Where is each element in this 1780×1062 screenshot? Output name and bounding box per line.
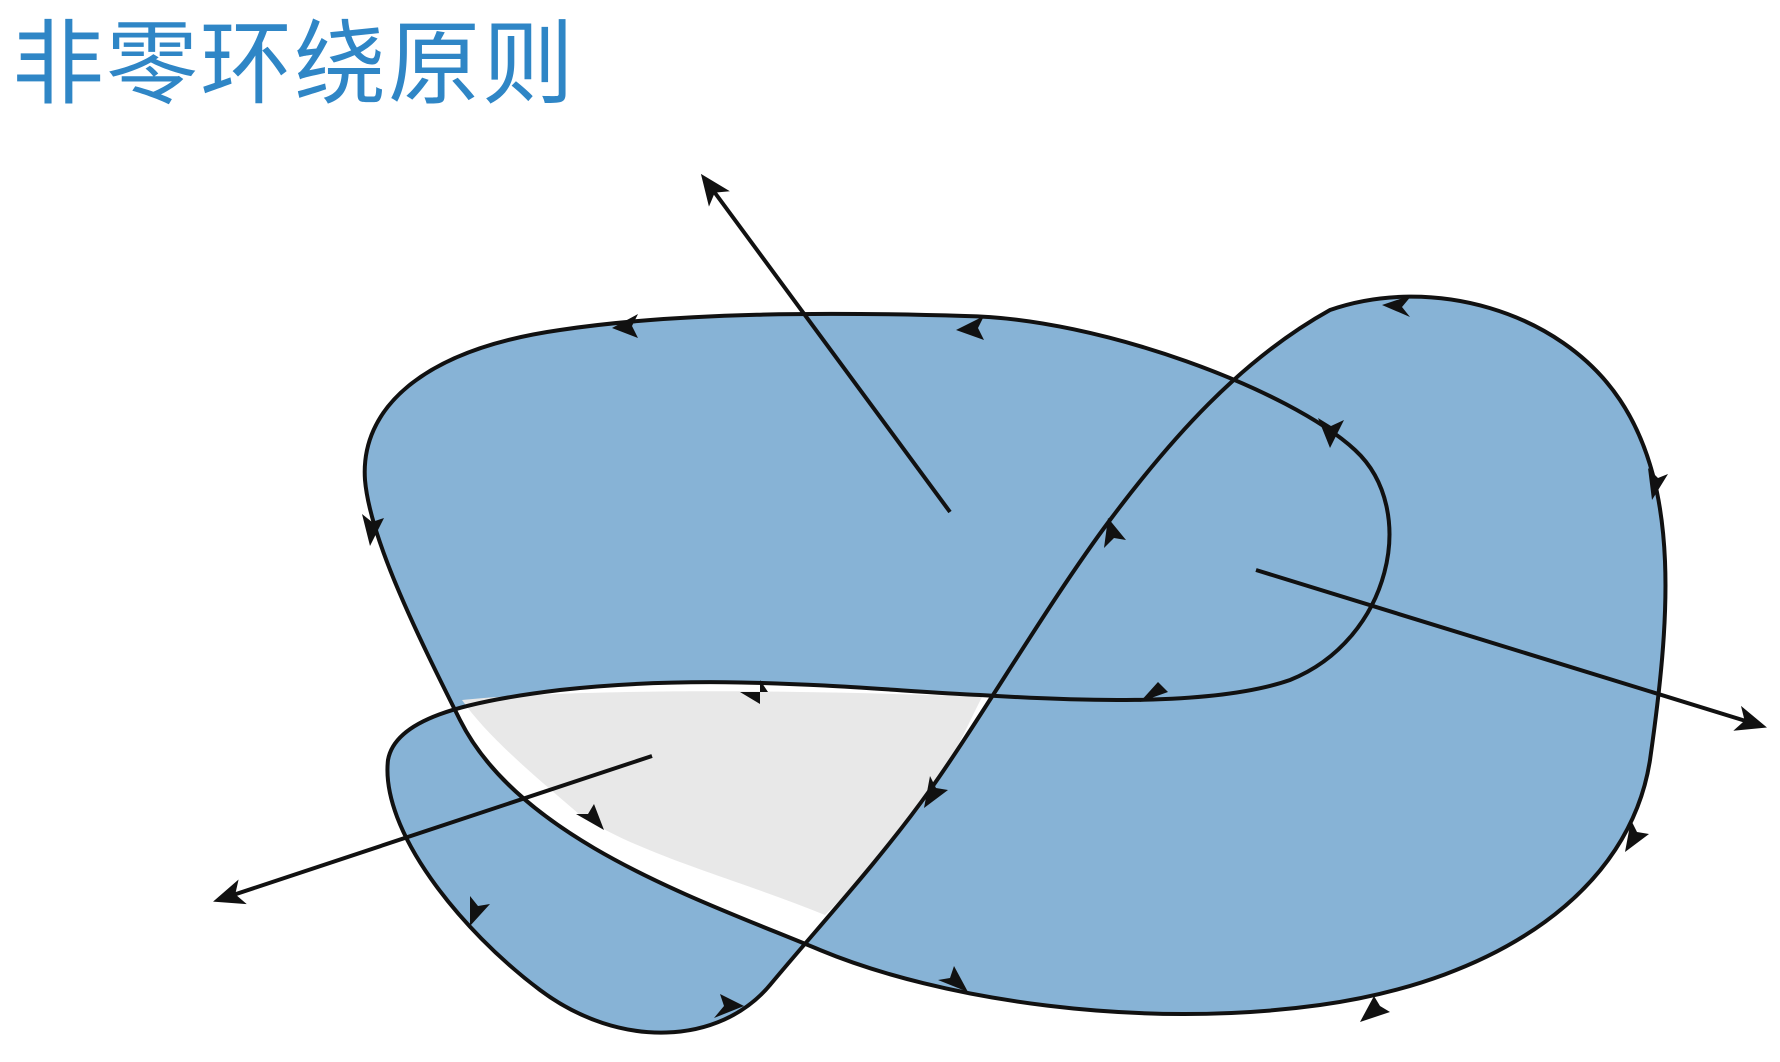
arrowhead-icon: [1360, 996, 1390, 1022]
arrowhead-icon: [362, 514, 384, 546]
arrowhead-icon: [1318, 418, 1344, 448]
arrowhead-icon: [1104, 518, 1126, 548]
arrowhead-icon: [1140, 682, 1168, 702]
unfilled-region: [462, 691, 982, 915]
ray-right: [1255, 568, 1767, 731]
direction-markers: [362, 295, 1668, 1022]
filled-region: [364, 296, 1666, 1033]
arrowhead-icon: [740, 680, 768, 704]
arrowhead-icon: [938, 966, 968, 992]
arrowhead-icon: [612, 314, 638, 338]
page-title: 非零环绕原则: [12, 11, 577, 118]
arrowhead-icon: [576, 804, 604, 830]
path-outline: [362, 294, 1668, 1035]
arrowhead-icon: [924, 776, 948, 808]
arrowhead-icon: [714, 994, 744, 1018]
test-rays: [213, 173, 1767, 905]
ray-lower-left: [213, 754, 653, 905]
arrowhead-icon: [470, 896, 490, 926]
arrowhead-icon: [1382, 295, 1412, 317]
arrowhead-icon: [956, 316, 984, 340]
arrowhead-icon: [1648, 468, 1668, 500]
ray-upper-left: [700, 173, 952, 514]
arrowhead-icon: [1625, 820, 1649, 852]
